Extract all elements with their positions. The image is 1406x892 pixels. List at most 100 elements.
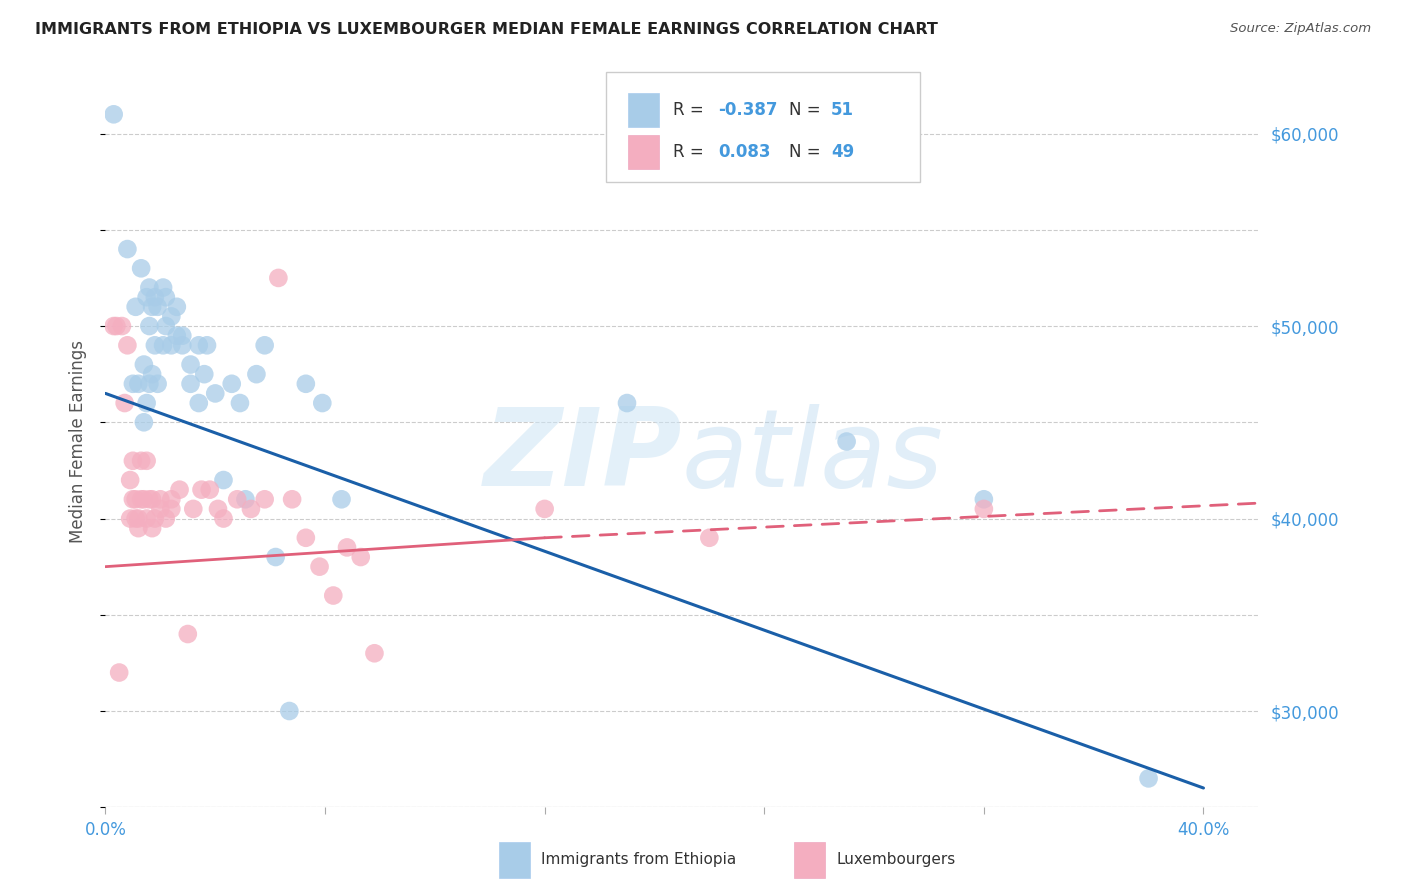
Point: [120, 473, 142, 487]
Point: [187, 396, 209, 410]
Point: [138, 492, 160, 507]
Point: [166, 328, 188, 343]
Point: [135, 454, 157, 468]
Point: [132, 492, 155, 507]
Point: [190, 483, 212, 497]
Point: [180, 358, 202, 372]
Point: [204, 386, 226, 401]
Point: [149, 502, 172, 516]
Text: R =: R =: [673, 143, 714, 161]
Point: [835, 434, 858, 449]
Point: [616, 396, 638, 410]
Point: [253, 492, 276, 507]
Point: [177, 627, 200, 641]
Point: [226, 492, 249, 507]
Text: Source: ZipAtlas.com: Source: ZipAtlas.com: [1230, 22, 1371, 36]
Point: [235, 492, 257, 507]
Text: ZIP: ZIP: [484, 403, 682, 509]
Point: [160, 502, 183, 516]
Point: [172, 328, 194, 343]
Point: [152, 338, 174, 352]
Point: [146, 300, 169, 314]
Text: Immigrants from Ethiopia: Immigrants from Ethiopia: [541, 853, 737, 867]
Point: [103, 319, 125, 334]
Point: [322, 589, 344, 603]
Point: [129, 492, 152, 507]
Point: [699, 531, 721, 545]
Point: [221, 376, 243, 391]
Point: [155, 319, 177, 334]
Point: [117, 242, 139, 256]
Point: [135, 511, 157, 525]
Point: [143, 511, 166, 525]
Point: [267, 271, 290, 285]
Point: [141, 492, 163, 507]
Point: [363, 646, 385, 660]
Point: [111, 319, 134, 334]
Point: [278, 704, 301, 718]
Text: R =: R =: [673, 101, 710, 119]
Point: [350, 549, 373, 564]
Point: [172, 338, 194, 352]
Point: [141, 300, 163, 314]
Point: [533, 502, 555, 516]
Point: [212, 511, 235, 525]
Point: [973, 502, 995, 516]
Point: [122, 492, 145, 507]
Point: [124, 492, 146, 507]
Point: [132, 415, 155, 429]
Point: [155, 511, 177, 525]
Point: [295, 531, 318, 545]
Text: 51: 51: [831, 101, 853, 119]
Point: [129, 261, 152, 276]
Point: [135, 290, 157, 304]
Point: [212, 473, 235, 487]
Y-axis label: Median Female Earnings: Median Female Earnings: [69, 340, 87, 543]
Point: [103, 107, 125, 121]
Point: [181, 502, 204, 516]
Point: [281, 492, 304, 507]
Point: [143, 338, 166, 352]
Point: [127, 376, 149, 391]
Point: [138, 280, 160, 294]
Point: [132, 358, 155, 372]
Point: [187, 338, 209, 352]
Point: [120, 511, 142, 525]
Point: [138, 376, 160, 391]
Point: [141, 521, 163, 535]
Point: [105, 319, 128, 334]
Point: [1137, 772, 1160, 786]
Point: [141, 367, 163, 381]
Point: [155, 290, 177, 304]
Text: 49: 49: [831, 143, 855, 161]
Point: [160, 338, 183, 352]
Point: [117, 338, 139, 352]
Point: [193, 367, 215, 381]
Point: [149, 492, 172, 507]
Point: [166, 300, 188, 314]
Point: [127, 511, 149, 525]
Point: [973, 492, 995, 507]
Point: [195, 338, 218, 352]
Point: [160, 310, 183, 324]
Point: [253, 338, 276, 352]
Point: [229, 396, 252, 410]
Point: [239, 502, 262, 516]
Point: [207, 502, 229, 516]
Text: -0.387: -0.387: [718, 101, 778, 119]
Point: [122, 376, 145, 391]
Point: [152, 280, 174, 294]
Point: [311, 396, 333, 410]
Point: [146, 376, 169, 391]
Point: [124, 511, 146, 525]
Point: [295, 376, 318, 391]
Point: [245, 367, 267, 381]
Point: [160, 492, 183, 507]
Text: N =: N =: [789, 101, 825, 119]
Text: Luxembourgers: Luxembourgers: [837, 853, 956, 867]
Text: 0.083: 0.083: [718, 143, 770, 161]
Point: [114, 396, 136, 410]
Point: [135, 396, 157, 410]
Point: [129, 454, 152, 468]
Point: [264, 549, 287, 564]
